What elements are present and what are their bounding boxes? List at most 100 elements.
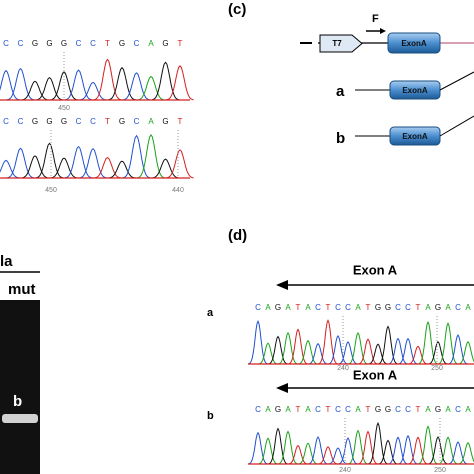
arrow-head [276,383,288,393]
splice-line [439,115,474,137]
chromatogram-peak [458,340,474,365]
base-call: C [134,39,140,48]
chromatogram-peak [348,332,368,365]
base-call: T [326,405,331,414]
chromatogram-peak [338,341,358,365]
base-call: T [296,405,301,414]
chromatogram-peak [388,436,408,465]
chromatogram-peak [248,431,268,465]
chromatogram-peak [338,437,358,465]
chromatogram-peak [378,325,398,365]
chromatogram-peak [108,66,136,101]
arrow-head [276,280,288,290]
base-call: A [355,405,361,414]
chromatogram-peak [428,436,448,465]
base-call: G [385,405,391,414]
arrow-label: Exon A [353,262,398,277]
chromatogram-peak [318,446,338,465]
gel-lane: mut [8,281,36,298]
base-call: A [265,405,271,414]
base-call: G [61,117,67,126]
panel-label: (d) [228,227,247,244]
chromatogram-peak [258,342,278,365]
chromatogram-peak [35,76,64,101]
chromatogram-peak [93,58,122,101]
exon-label: ExonA [402,132,428,141]
base-call: C [255,405,261,414]
base-call: A [465,405,471,414]
row-label: a [336,83,345,100]
chromatogram-peak [428,341,448,365]
base-call: A [355,303,361,312]
base-call: T [326,303,331,312]
primer-label: F [372,13,379,25]
base-call: C [345,303,351,312]
base-call: A [445,303,451,312]
chromatogram-peak [268,335,288,365]
chromatogram-peak [108,160,136,179]
chromatogram-peak [21,155,49,179]
base-call: C [315,405,321,414]
chromatogram-peak [288,328,308,365]
chromatogram-peak [166,149,194,179]
chromatogram-peak [64,145,93,179]
row-label: a [207,307,214,319]
base-call: A [465,303,471,312]
base-call: C [3,39,9,48]
chromatogram-peak [378,439,398,465]
base-call: A [148,39,154,48]
base-call: C [255,303,261,312]
chromatogram-peak [358,338,378,365]
chromatogram-peak [368,343,388,365]
chromatogram-peak [0,69,20,101]
chromatogram-peak [0,159,20,179]
base-call: T [178,39,183,48]
base-call: C [18,39,24,48]
chromatogram-peak [418,425,438,465]
base-call: G [375,303,381,312]
base-call: G [435,303,441,312]
exon-label: ExonA [401,39,427,48]
chromatogram-peak [79,81,107,101]
chromatogram-peak [328,334,348,365]
row-label: b [336,130,345,147]
panel-label: (c) [228,1,246,18]
chromatogram-peak [448,441,468,465]
promoter-arrow [319,34,363,53]
chromatogram-peak [50,71,78,101]
base-call: G [32,39,38,48]
base-call: C [18,117,24,126]
base-call: T [366,405,371,414]
row-label: b [207,410,214,422]
exon-label: ExonA [402,86,428,95]
chromatogram-peak [21,80,49,101]
base-call: G [162,117,168,126]
chromatogram-peak [448,334,468,365]
position-label: 450 [45,187,57,194]
base-call: G [32,117,38,126]
base-call: T [178,117,183,126]
chromatogram-peak [438,322,458,365]
base-call: G [61,39,67,48]
exon-box [387,32,441,54]
base-call: G [375,405,381,414]
base-call: G [435,405,441,414]
position-label: 250 [431,365,443,372]
base-call: T [296,303,301,312]
base-call: C [405,303,411,312]
gel-header: la [0,253,13,270]
base-call: G [275,405,281,414]
chromatogram-peak [79,147,107,179]
base-call: G [119,117,125,126]
chromatogram-peak [398,337,418,365]
chromatogram-peak [35,142,64,179]
base-call: G [119,39,125,48]
base-call: G [275,303,281,312]
base-call: C [90,117,96,126]
chromatogram-peak [6,147,35,179]
chromatogram-peak [348,429,368,465]
base-call: A [425,303,431,312]
base-call: A [305,303,311,312]
base-call: A [425,405,431,414]
splice-line [439,71,474,91]
